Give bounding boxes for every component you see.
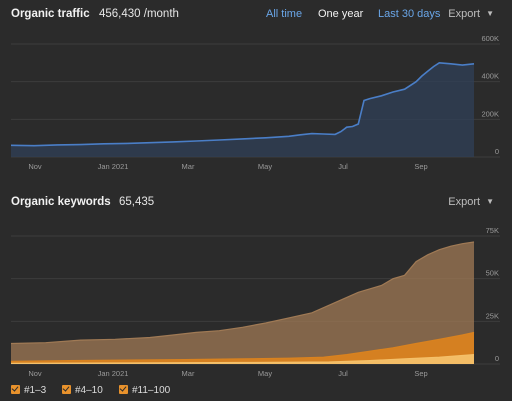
chevron-down-icon: ▼ xyxy=(486,197,494,206)
tab-last-30-days[interactable]: Last 30 days xyxy=(378,8,441,20)
keywords-x-tick-label: May xyxy=(258,369,272,378)
keywords-export-button[interactable]: Export ▼ xyxy=(448,196,494,208)
legend-item-11-100[interactable]: #11–100 xyxy=(119,385,170,396)
series-4-10-area xyxy=(11,332,474,364)
keywords-title: Organic keywords xyxy=(11,196,111,208)
keywords-y-tick-label: 75K xyxy=(486,226,499,235)
traffic-area xyxy=(11,62,474,157)
traffic-line xyxy=(10,61,475,147)
traffic-y-tick-label: 0 xyxy=(495,147,499,156)
traffic-title: Organic traffic xyxy=(11,8,90,20)
traffic-y-tick-label: 600K xyxy=(481,34,499,43)
checkbox-icon xyxy=(11,385,20,394)
traffic-header: Organic traffic 456,430 /month All time … xyxy=(0,4,512,26)
keywords-x-tick-label: Jan 2021 xyxy=(98,369,129,378)
keywords-x-tick-label: Jul xyxy=(338,369,348,378)
tab-one-year[interactable]: One year xyxy=(318,8,364,20)
traffic-x-tick-label: Mar xyxy=(182,162,195,171)
legend-label: #11–100 xyxy=(132,385,171,396)
checkbox-icon xyxy=(62,385,71,394)
traffic-value: 456,430 /month xyxy=(99,8,179,20)
keywords-y-tick-label: 0 xyxy=(495,354,499,363)
traffic-x-tick-label: Sep xyxy=(414,162,427,171)
keywords-x-tick-label: Mar xyxy=(182,369,195,378)
series-1-3-area xyxy=(11,354,474,364)
traffic-y-tick-label: 400K xyxy=(481,72,499,81)
series-11-100-line xyxy=(10,241,475,345)
traffic-x-tick-label: Jul xyxy=(338,162,348,171)
chevron-down-icon: ▼ xyxy=(486,9,494,18)
legend-label: #4–10 xyxy=(75,385,103,396)
traffic-x-tick-label: May xyxy=(258,162,272,171)
traffic-export-label: Export xyxy=(448,8,481,20)
keywords-export-label: Export xyxy=(448,196,481,208)
keywords-header: Organic keywords 65,435 Export ▼ xyxy=(0,192,512,214)
traffic-x-tick-label: Nov xyxy=(28,162,42,171)
series-4-10-line xyxy=(10,331,475,362)
traffic-x-tick-label: Jan 2021 xyxy=(98,162,129,171)
keywords-y-tick-label: 25K xyxy=(486,311,499,320)
traffic-chart: 600K 400K 200K 0 Nov Jan 2021 Mar May Jul Sep xyxy=(10,34,500,171)
tab-all-time[interactable]: All time xyxy=(266,8,303,20)
series-1-3-line xyxy=(10,354,475,364)
legend-item-1-3[interactable]: #1–3 xyxy=(11,385,46,396)
keywords-chart: 75K 50K 25K 0 Nov Jan 2021 Mar May Jul Sep xyxy=(10,226,500,378)
series-11-100-area xyxy=(11,242,474,364)
keywords-x-tick-label: Nov xyxy=(28,369,42,378)
traffic-y-tick-label: 200K xyxy=(481,109,499,118)
keywords-y-tick-label: 50K xyxy=(486,269,499,278)
checkbox-icon xyxy=(119,385,128,394)
keywords-x-tick-label: Sep xyxy=(414,369,427,378)
legend-label: #1–3 xyxy=(24,385,47,396)
traffic-export-button[interactable]: Export ▼ xyxy=(448,8,494,20)
keywords-value: 65,435 xyxy=(119,196,155,208)
legend-item-4-10[interactable]: #4–10 xyxy=(62,385,103,396)
